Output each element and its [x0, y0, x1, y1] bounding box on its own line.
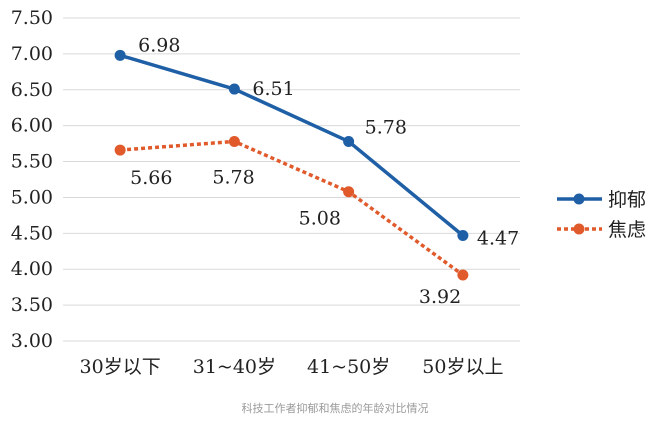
data-point-anxiety	[114, 144, 126, 156]
y-tick-label: 5.00	[11, 186, 53, 208]
data-label-anxiety: 5.08	[299, 208, 341, 230]
y-tick-label: 3.50	[11, 294, 53, 316]
data-label-depression: 5.78	[365, 116, 407, 138]
data-point-depression	[114, 49, 126, 61]
data-labels: 6.98 6.51 5.78 4.47 5.66 5.78 5.08 3.92	[130, 34, 519, 308]
x-tick-label: 30岁以下	[80, 356, 161, 378]
data-point-anxiety	[457, 269, 469, 281]
line-chart: 3.00 3.50 4.00 4.50 5.00 5.50 6.00 6.50 7.00 7.50…	[11, 7, 646, 378]
x-axis-ticks: 30岁以下 31~40岁 41~50岁 50岁以上	[80, 356, 504, 378]
data-point-anxiety	[343, 186, 355, 198]
data-label-depression: 4.47	[477, 227, 519, 249]
legend-swatch-marker	[573, 193, 585, 205]
legend-label: 抑郁	[608, 189, 646, 211]
y-tick-label: 4.00	[11, 258, 53, 280]
data-point-depression	[343, 135, 355, 147]
data-label-anxiety: 3.92	[419, 286, 461, 308]
gridlines	[63, 17, 520, 342]
series-line-depression	[118, 53, 465, 238]
y-tick-label: 7.50	[11, 7, 53, 29]
data-point-anxiety	[228, 135, 240, 147]
y-tick-label: 3.00	[11, 330, 53, 352]
series-lines	[114, 49, 469, 281]
data-label-depression: 6.98	[138, 34, 180, 56]
y-tick-label: 7.00	[11, 43, 53, 65]
legend-label: 焦虑	[608, 219, 646, 241]
y-tick-label: 4.50	[11, 222, 53, 244]
figure-caption: 科技工作者抑郁和焦虑的年龄对比情况	[241, 402, 429, 415]
x-tick-label: 50岁以上	[422, 356, 503, 378]
data-point-depression	[457, 229, 469, 241]
data-label-depression: 6.51	[252, 78, 294, 100]
legend-swatch-marker	[573, 223, 585, 235]
x-tick-label: 31~40岁	[193, 356, 276, 378]
x-tick-label: 41~50岁	[307, 356, 390, 378]
y-tick-label: 6.50	[11, 79, 53, 101]
data-point-depression	[228, 83, 240, 95]
data-label-anxiety: 5.66	[130, 167, 172, 189]
y-tick-label: 6.00	[11, 115, 53, 137]
y-tick-label: 5.50	[11, 151, 53, 173]
y-axis-ticks: 3.00 3.50 4.00 4.50 5.00 5.50 6.00 6.50 7.00 7.50	[11, 7, 53, 352]
series-line-anxiety	[119, 139, 464, 277]
data-label-anxiety: 5.78	[212, 166, 254, 188]
